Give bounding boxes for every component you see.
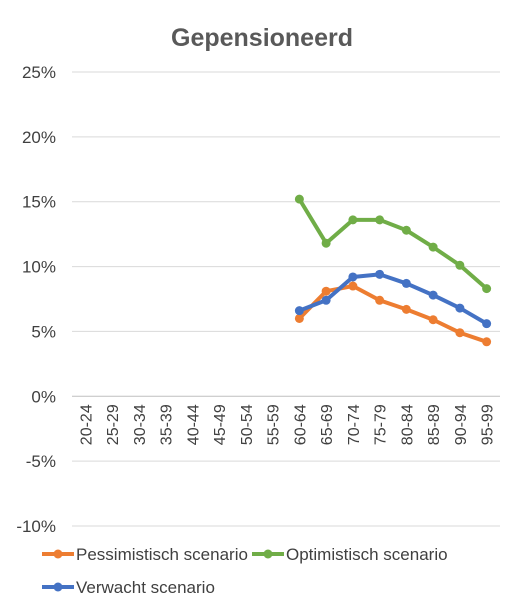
y-tick-label: 5% bbox=[31, 322, 56, 341]
y-tick-label: 0% bbox=[31, 387, 56, 406]
data-point bbox=[482, 319, 492, 329]
y-tick-label: 15% bbox=[22, 193, 56, 212]
legend-label: Verwacht scenario bbox=[76, 578, 215, 597]
series-group bbox=[294, 281, 492, 347]
legend-swatch-marker bbox=[53, 582, 63, 592]
data-point bbox=[321, 295, 331, 305]
y-tick-label: 25% bbox=[22, 63, 56, 82]
data-point bbox=[428, 315, 438, 325]
data-point bbox=[482, 337, 492, 347]
data-point bbox=[428, 242, 438, 252]
data-point bbox=[375, 269, 385, 279]
gridlines bbox=[72, 71, 500, 527]
data-point bbox=[375, 215, 385, 225]
data-point bbox=[348, 272, 358, 282]
chart-title: Gepensioneerd bbox=[171, 24, 353, 52]
data-point bbox=[321, 286, 331, 296]
x-tick-label: 25-29 bbox=[105, 404, 122, 445]
data-point bbox=[401, 225, 411, 235]
series-line bbox=[297, 284, 489, 344]
legend-label: Pessimistisch scenario bbox=[76, 545, 248, 564]
x-tick-label: 85-89 bbox=[426, 404, 443, 445]
data-point bbox=[294, 194, 304, 204]
x-axis-ticks: 20-24 25-29 30-34 35-39 40-44 45-49 50-54 55-59… bbox=[78, 404, 496, 445]
legend-swatch-marker bbox=[263, 549, 273, 559]
data-point bbox=[294, 313, 304, 323]
series-group bbox=[294, 194, 492, 294]
data-point bbox=[428, 290, 438, 300]
x-tick-label: 70-74 bbox=[346, 404, 363, 445]
x-tick-label: 60-64 bbox=[292, 404, 309, 445]
data-point bbox=[455, 260, 465, 270]
x-tick-label: 30-34 bbox=[132, 404, 149, 445]
data-point bbox=[455, 328, 465, 338]
data-point bbox=[321, 238, 331, 248]
data-point bbox=[294, 306, 304, 316]
x-tick-label: 45-49 bbox=[212, 404, 229, 445]
y-axis-ticks: -10% -5% 0% 5% 10% 15% 20% 25% bbox=[16, 63, 56, 536]
legend-label: Optimistisch scenario bbox=[286, 545, 448, 564]
legend: Pessimistisch scenario Optimistisch scena… bbox=[42, 545, 448, 597]
series-line bbox=[297, 197, 489, 291]
series-group bbox=[294, 269, 492, 329]
x-tick-label: 95-99 bbox=[480, 404, 497, 445]
legend-item: Verwacht scenario bbox=[42, 578, 215, 597]
y-tick-label: 20% bbox=[22, 128, 56, 147]
x-tick-label: 80-84 bbox=[399, 404, 416, 445]
data-point bbox=[401, 278, 411, 288]
x-tick-label: 55-59 bbox=[266, 404, 283, 445]
series-line bbox=[297, 272, 489, 326]
legend-item: Optimistisch scenario bbox=[252, 545, 448, 564]
series-lines bbox=[294, 194, 492, 347]
y-tick-label: -5% bbox=[26, 452, 56, 471]
x-tick-label: 75-79 bbox=[373, 404, 390, 445]
x-tick-label: 90-94 bbox=[453, 404, 470, 445]
y-tick-label: -10% bbox=[16, 517, 56, 536]
x-tick-label: 20-24 bbox=[78, 404, 95, 445]
x-tick-label: 35-39 bbox=[159, 404, 176, 445]
data-point bbox=[455, 303, 465, 313]
legend-swatch-marker bbox=[53, 549, 63, 559]
data-point bbox=[348, 215, 358, 225]
data-point bbox=[348, 281, 358, 291]
x-tick-label: 50-54 bbox=[239, 404, 256, 445]
data-point bbox=[482, 284, 492, 294]
x-tick-label: 65-69 bbox=[319, 404, 336, 445]
y-tick-label: 10% bbox=[22, 258, 56, 277]
data-point bbox=[401, 304, 411, 314]
legend-item: Pessimistisch scenario bbox=[42, 545, 248, 564]
data-point bbox=[375, 295, 385, 305]
x-tick-label: 40-44 bbox=[185, 404, 202, 445]
